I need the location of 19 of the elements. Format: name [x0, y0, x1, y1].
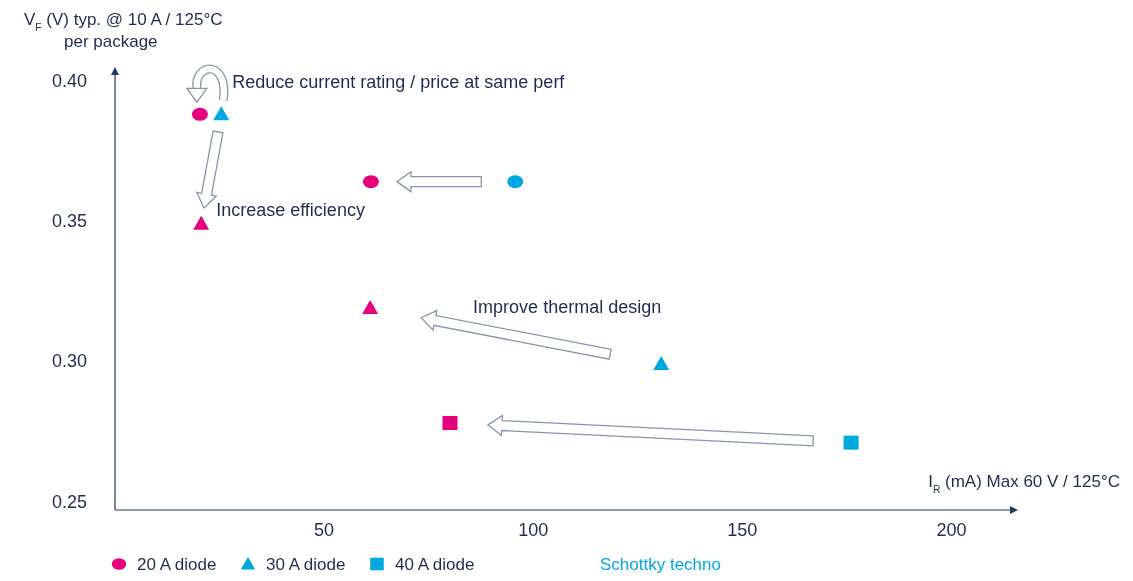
y-axis-title: V$_{F}$ (V) typ. @ 10 A / 125°C per package	[24, 10, 223, 51]
annotation: Increase efficiency	[216, 199, 365, 220]
legend-label: 20 A diode	[137, 555, 217, 574]
point	[362, 175, 379, 189]
legend-caption: Schottky techno	[600, 555, 721, 574]
annotation: Reduce current rating / price at same perf	[232, 72, 566, 93]
legend-label: 40 A diode	[395, 555, 475, 574]
x-tick-label: 50	[314, 520, 335, 540]
annotation: Improve thermal design	[473, 296, 662, 317]
point	[191, 107, 208, 121]
y-tick-label: 0.25	[51, 491, 87, 512]
legend-label: 30 A diode	[266, 555, 346, 574]
x-axis-title: I$_{R}$ (mA) Max 60 V / 125°C	[928, 472, 1120, 495]
y-tick-label: 0.40	[51, 70, 87, 91]
x-tick-label: 150	[727, 520, 758, 540]
y-tick-label: 0.30	[51, 351, 87, 372]
x-tick-label: 200	[936, 520, 967, 540]
y-tick-label: 0.35	[51, 210, 87, 231]
x-tick-label: 100	[518, 520, 549, 540]
